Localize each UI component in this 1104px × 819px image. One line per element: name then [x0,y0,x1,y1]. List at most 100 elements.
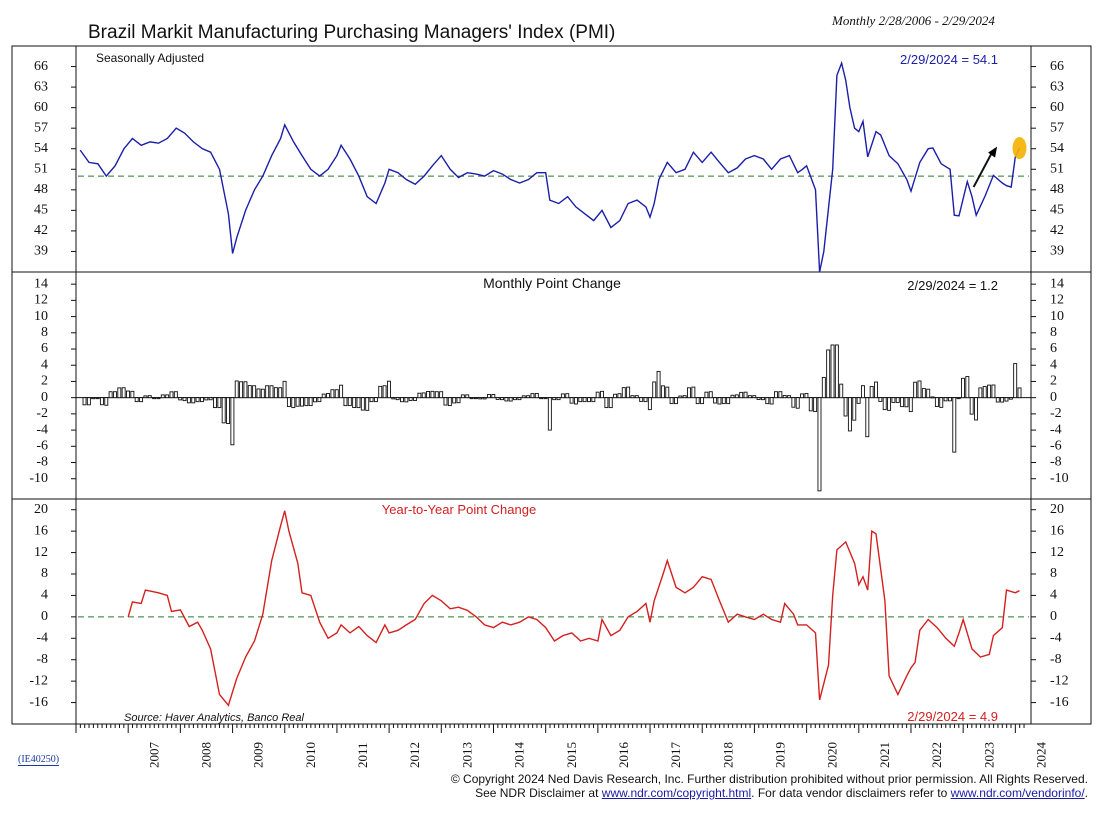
monthly-change-bar [834,344,839,399]
monthly-change-bar [356,397,361,409]
monthly-change-bar [587,397,591,403]
pmi-y-tick-label-left: 54 [34,141,48,156]
monthly-change-bar [847,397,852,432]
monthly-change-bar [417,392,422,399]
monthly-change-bar [295,397,300,407]
monthly-change-bar [604,397,609,409]
yoy-y-tick-label-left: -4 [36,631,48,646]
x-year-label: 2016 [616,742,631,769]
pmi-y-tick-label-left: 39 [34,244,48,259]
monthly-change-bar [817,397,822,492]
monthly-change-bar [747,395,752,399]
yoy-y-tick-label-left: 8 [41,566,48,581]
monthly-change-bar [839,383,844,399]
yoy-y-tick-label-right: -16 [1050,695,1069,710]
monthly-change-bar [765,397,770,405]
monthly-change-bar [299,397,304,407]
vendorinfo-link[interactable]: www.ndr.com/vendorinfo/ [950,786,1085,800]
disclaimer-suffix: . [1084,786,1088,800]
monthly-change-bar [904,397,909,408]
monthly-change-bar [1017,387,1022,399]
monthly-change-bar [795,397,800,409]
monthly-change-y-tick-label-left: 14 [34,276,48,291]
monthly-change-bar [330,389,335,399]
monthly-change-bar [791,397,796,408]
yoy-y-tick-label-left: 4 [41,588,48,603]
x-year-label: 2013 [459,742,474,768]
monthly-change-bar [234,380,239,399]
monthly-change-bar [921,388,926,399]
copyright-link[interactable]: www.ndr.com/copyright.html [601,786,752,800]
monthly-change-bar [478,397,483,400]
monthly-change-bar [339,384,344,399]
monthly-change-bar [182,397,187,402]
monthly-change-bar [247,385,252,399]
x-year-label: 2020 [825,742,840,768]
monthly-change-bar [286,397,291,407]
monthly-change-bar [647,397,652,411]
monthly-change-bar [982,386,987,399]
monthly-change-bar [952,397,957,453]
yoy-y-tick-label-right: 0 [1050,609,1057,624]
pmi-y-tick-label-right: 66 [1050,59,1064,74]
monthly-change-bar [756,397,761,400]
monthly-change-bar [691,386,696,399]
monthly-change-bar [700,397,705,405]
monthly-change-bar [352,397,357,408]
monthly-change-bar [669,397,674,405]
monthly-change-bar [217,397,222,409]
monthly-change-bar [947,397,952,402]
pmi-y-tick-label-left: 63 [34,79,48,94]
monthly-change-bar [513,397,518,401]
monthly-change-bar [969,397,974,415]
monthly-change-bar [321,393,326,399]
x-year-label: 2024 [1033,742,1048,769]
monthly-change-bar [860,385,865,399]
monthly-change-bar [634,395,639,399]
monthly-change-bar [334,389,339,399]
monthly-change-y-tick-label-left: 4 [41,357,48,372]
monthly-change-bar [800,393,805,399]
x-year-label: 2007 [146,742,161,769]
monthly-change-bar [934,397,939,407]
latest-value-highlight [1012,137,1027,160]
pmi-last-value-label: 2/29/2024 = 54.1 [900,52,998,67]
pmi-y-tick-label-right: 63 [1050,79,1064,94]
pmi-y-tick-label-right: 60 [1050,100,1064,115]
monthly-change-bar [887,397,892,411]
monthly-change-bar [369,397,374,403]
monthly-change-bar [595,391,600,399]
trend-arrow-shaft [972,152,993,188]
monthly-change-bar [260,388,265,399]
monthly-change-bar [874,381,878,399]
pmi-y-tick-label-right: 42 [1050,223,1064,238]
monthly-change-bar [165,394,170,399]
pmi-y-tick-label-left: 45 [34,203,48,218]
monthly-change-bar [191,397,196,404]
monthly-change-bar [908,397,913,413]
x-year-label: 2019 [773,742,788,768]
monthly-change-bar [360,397,365,411]
monthly-change-bar [660,385,665,399]
monthly-change-y-tick-label-left: -2 [36,406,48,421]
monthly-change-bar [743,391,748,399]
monthly-change-bar [734,394,739,399]
monthly-change-y-tick-label-left: 0 [41,390,48,405]
monthly-change-bar [539,397,544,400]
monthly-change-bar [395,397,400,401]
monthly-change-bar [687,387,691,399]
monthly-change-bar [1004,397,1009,402]
monthly-change-bar [774,391,778,399]
x-year-label: 2021 [877,742,892,768]
yoy-y-tick-label-left: 12 [34,545,48,560]
monthly-change-bar [204,397,209,401]
monthly-change-bar [386,380,391,399]
monthly-change-bar [434,391,439,399]
yoy-series-line [127,510,1020,707]
monthly-change-bar [178,397,183,401]
monthly-change-bar [534,392,539,399]
monthly-change-bar [117,387,122,399]
monthly-change-bar [560,393,565,399]
monthly-change-bar [821,376,826,399]
monthly-change-bar [104,397,109,406]
